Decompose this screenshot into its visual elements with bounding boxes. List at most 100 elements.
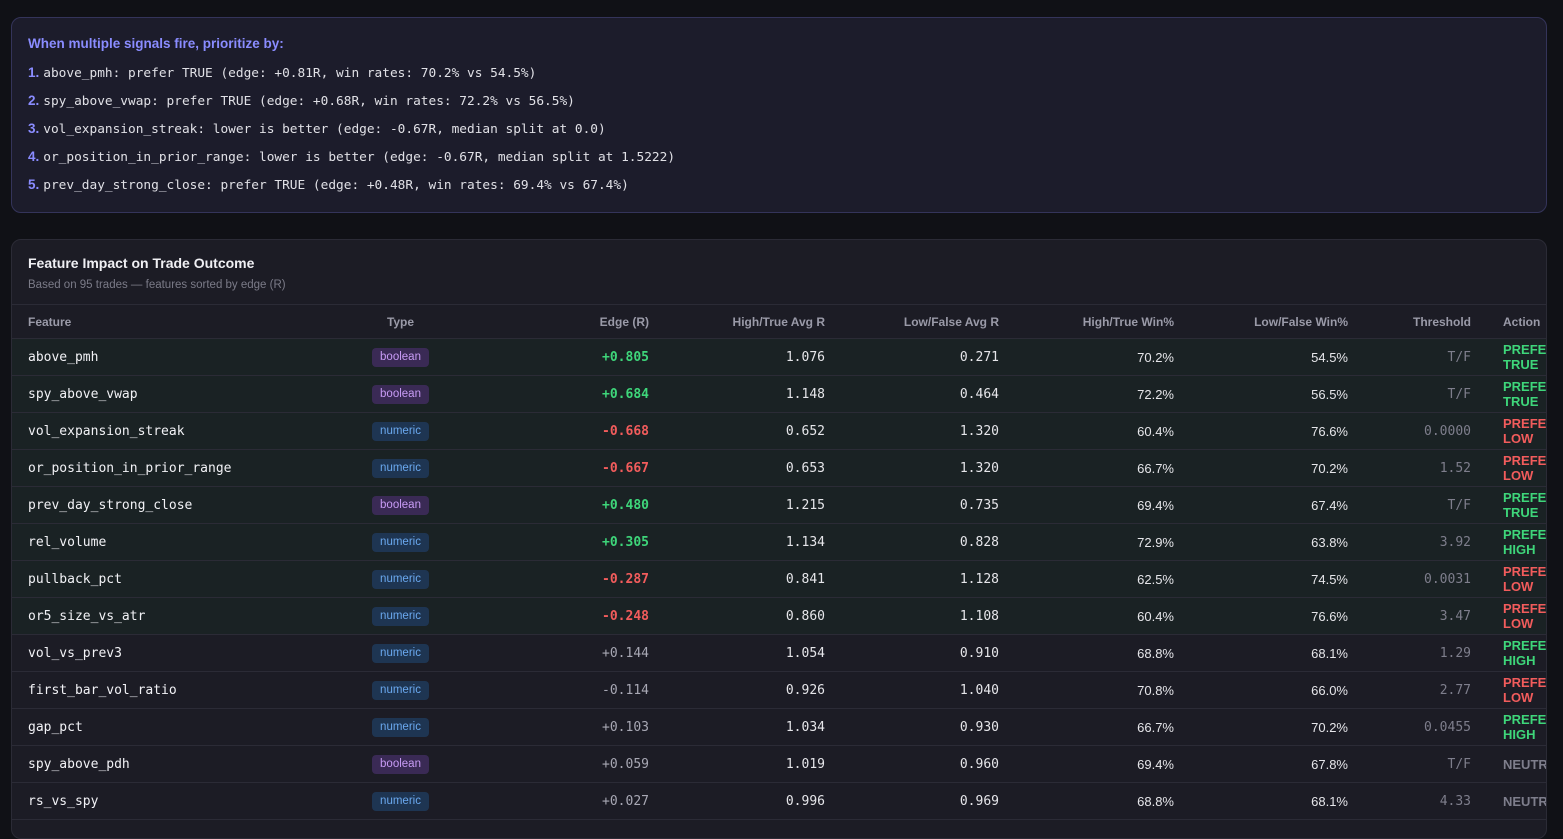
action-label: PREFER HIGH [1503,527,1547,557]
action-cell: PREFER HIGH [1471,634,1546,672]
action-label: PREFER TRUE [1503,342,1547,372]
edge-cell: +0.480 [489,486,649,524]
high-win-cell: 66.7% [999,708,1174,746]
threshold-cell: 3.92 [1348,523,1471,561]
action-cell: PREFER TRUE [1471,486,1547,524]
table-row[interactable]: prev_day_strong_close boolean +0.480 1.215 0… [12,486,1547,524]
low-win-cell: 67.8% [1174,745,1348,783]
feature-cell: above_pmh [12,338,312,376]
low-win-cell: 70.2% [1174,708,1348,746]
table-row[interactable]: or_position_in_prior_range numeric -0.667 0… [12,449,1546,487]
low-win-cell: 56.5% [1174,375,1348,413]
column-header-feature[interactable]: Feature [12,304,312,339]
type-cell: numeric [312,523,489,561]
table-row[interactable]: rs_vs_spy numeric +0.027 0.996 0.969 68.8% 68.… [12,782,1547,820]
type-cell: boolean [312,375,489,413]
action-label: PREFER LOW [1503,564,1547,594]
column-header-high-avg[interactable]: High/True Avg R [649,304,825,339]
type-badge: numeric [372,532,429,552]
action-cell: PREFER LOW [1471,597,1546,635]
type-cell: boolean [312,486,489,524]
low-avg-cell: 0.735 [825,486,999,524]
threshold-cell: T/F [1348,745,1471,783]
low-win-cell: 74.5% [1174,560,1348,598]
low-win-cell: 63.8% [1174,523,1348,561]
edge-value: +0.805 [602,349,649,365]
type-cell: boolean [312,338,489,376]
action-label: NEUTRAL [1503,793,1547,809]
feature-cell: prev_day_strong_close [12,486,312,524]
edge-cell: -0.248 [489,597,649,635]
threshold-cell: 0.0000 [1348,412,1471,450]
priority-item: 5. prev_day_strong_close: prefer TRUE (ed… [28,176,1530,204]
priority-panel: When multiple signals fire, prioritize b… [11,17,1547,213]
column-header-high-win[interactable]: High/True Win% [999,304,1174,339]
table-row[interactable]: vol_vs_prev3 numeric +0.144 1.054 0.910 68.8%… [12,634,1546,672]
action-cell: PREFER LOW [1471,449,1546,487]
edge-cell: -0.287 [489,560,649,598]
table-row[interactable]: spy_above_pdh boolean +0.059 1.019 0.960 69.4… [12,745,1546,783]
table-row[interactable]: above_pmh boolean +0.805 1.076 0.271 70.2% 54.… [12,338,1547,376]
low-avg-cell: 0.930 [825,708,999,746]
low-avg-cell: 1.320 [825,412,999,450]
column-header-low-win[interactable]: Low/False Win% [1174,304,1348,339]
priority-item-text: or_position_in_prior_range: lower is bet… [43,150,676,165]
action-cell: NEUTRAL [1471,782,1547,820]
feature-cell: gap_pct [12,708,312,746]
low-avg-cell: 0.969 [825,782,999,820]
table-row[interactable]: vol_expansion_streak numeric -0.668 0.652 1.… [12,412,1546,450]
type-cell: numeric [312,782,489,820]
edge-value: +0.103 [602,719,649,735]
low-win-cell: 67.4% [1174,486,1348,524]
priority-item: 2. spy_above_vwap: prefer TRUE (edge: +0.… [28,92,1530,120]
action-label: PREFER TRUE [1503,490,1547,520]
priority-list: 1. above_pmh: prefer TRUE (edge: +0.81R, … [28,64,1530,204]
column-header-low-avg[interactable]: Low/False Avg R [825,304,999,339]
table-row[interactable]: first_bar_vol_ratio numeric -0.114 0.926 1.0… [12,671,1546,709]
type-cell: numeric [312,671,489,709]
low-avg-cell: 0.464 [825,375,999,413]
low-win-cell: 70.2% [1174,449,1348,487]
low-win-cell: 76.6% [1174,597,1348,635]
priority-item-text: prev_day_strong_close: prefer TRUE (edge… [43,178,629,193]
low-win-cell: 54.5% [1174,338,1348,376]
low-avg-cell: 1.128 [825,560,999,598]
feature-cell: rs_vs_spy [12,782,312,820]
high-avg-cell: 0.996 [649,782,825,820]
edge-value: -0.287 [602,571,649,587]
high-win-cell: 66.7% [999,449,1174,487]
column-header-edge[interactable]: Edge (R) [489,304,649,339]
threshold-cell: 0.0031 [1348,560,1471,598]
threshold-cell: 1.52 [1348,449,1471,487]
type-badge: boolean [372,384,429,404]
priority-item-text: spy_above_vwap: prefer TRUE (edge: +0.68… [43,94,575,109]
table-row[interactable]: gap_pct numeric +0.103 1.034 0.930 66.7% 70.2%… [12,708,1546,746]
action-cell: NEUTRAL [1471,745,1546,783]
column-header-action[interactable]: Action [1471,304,1546,339]
feature-cell: pullback_pct [12,560,312,598]
column-header-type[interactable]: Type [312,304,489,339]
low-avg-cell: 0.271 [825,338,999,376]
priority-item: 4. or_position_in_prior_range: lower is b… [28,148,1530,176]
table-row[interactable]: or5_size_vs_atr numeric -0.248 0.860 1.108 60… [12,597,1546,635]
edge-value: +0.684 [602,386,649,402]
table-row[interactable]: pullback_pct numeric -0.287 0.841 1.128 62.5%… [12,560,1547,598]
edge-cell: +0.059 [489,745,649,783]
table-row[interactable]: rel_volume numeric +0.305 1.134 0.828 72.9% 63… [12,523,1547,561]
priority-item-text: vol_expansion_streak: lower is better (e… [43,122,606,137]
high-avg-cell: 0.653 [649,449,825,487]
table-row[interactable]: spy_above_vwap boolean +0.684 1.148 0.464 72.… [12,375,1546,413]
low-avg-cell: 0.960 [825,745,999,783]
edge-cell: +0.027 [489,782,649,820]
action-cell: PREFER LOW [1471,560,1547,598]
low-win-cell: 68.1% [1174,634,1348,672]
type-cell: numeric [312,597,489,635]
high-win-cell: 62.5% [999,560,1174,598]
type-badge: numeric [372,791,429,811]
edge-cell: +0.805 [489,338,649,376]
low-avg-cell: 1.320 [825,449,999,487]
type-badge: numeric [372,421,429,441]
column-header-threshold[interactable]: Threshold [1348,304,1471,339]
type-badge: boolean [372,495,429,515]
edge-value: -0.667 [602,460,649,476]
